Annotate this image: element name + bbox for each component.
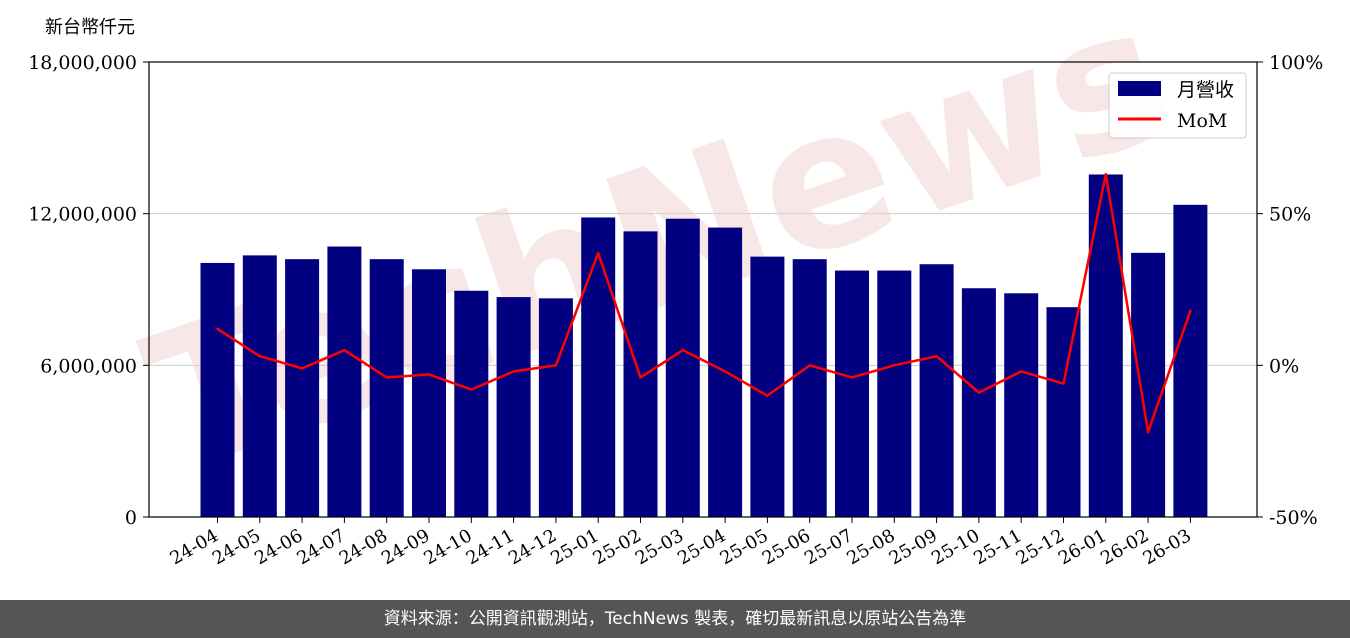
revenue-bar: [581, 217, 616, 518]
mom-point: [850, 376, 854, 379]
right-axis: -50% 0% 50% 100%: [1257, 52, 1323, 529]
revenue-bar: [242, 255, 277, 517]
mom-point: [935, 355, 938, 358]
mom-point: [470, 388, 473, 391]
revenue-bar: [369, 259, 404, 517]
mom-point: [1062, 382, 1065, 385]
revenue-bar: [961, 288, 996, 517]
revenue-chart: TechNews 06,000,00012,000,00018,000,000 …: [28, 0, 1323, 569]
mom-point: [1146, 430, 1150, 434]
revenue-bar: [835, 270, 869, 517]
revenue-bar: [919, 264, 954, 517]
mom-point: [385, 376, 388, 379]
source-text: 資料來源：公開資訊觀測站，TechNews 製表，確切最新訊息以原站公告為準: [383, 609, 967, 629]
mom-point: [258, 355, 261, 358]
mom-point: [808, 364, 811, 367]
legend-bar-label: 月營收: [1177, 79, 1234, 101]
left-axis: 0 6,000,000 12,000,000 18,000,000: [28, 52, 149, 529]
mom-point: [977, 391, 981, 394]
revenue-bar: [1173, 204, 1208, 517]
mom-line: [216, 172, 1192, 434]
mom-point: [1189, 309, 1192, 312]
revenue-bar: [1004, 293, 1039, 517]
left-tick-label: 12,000,000: [28, 204, 137, 226]
legend: 月營收 MoM: [1108, 72, 1247, 139]
revenue-bar: [1131, 252, 1166, 517]
revenue-bar: [285, 259, 320, 517]
mom-point: [554, 364, 558, 367]
revenue-bar: [496, 297, 531, 517]
revenue-bar: [1088, 174, 1123, 517]
mom-point: [723, 370, 727, 373]
legend-bar-swatch: [1118, 81, 1161, 96]
plot-area-frame: [148, 61, 1258, 518]
mom-point: [343, 348, 346, 352]
revenue-bar: [1046, 307, 1081, 517]
mom-point: [766, 394, 769, 397]
mom-point: [639, 376, 642, 379]
legend-line-label: MoM: [1177, 110, 1227, 132]
mom-point: [893, 364, 896, 367]
left-tick-label: 0: [125, 507, 137, 529]
revenue-bar: [665, 218, 700, 517]
right-tick-label: 0%: [1269, 355, 1299, 377]
mom-point: [512, 370, 515, 373]
mom-point: [1020, 370, 1023, 373]
left-tick-label: 6,000,000: [40, 355, 137, 377]
mom-line-series: [216, 172, 1192, 434]
revenue-bar: [454, 290, 489, 517]
x-axis: 24-0424-0524-0624-0724-0824-0924-1024-11…: [167, 517, 1195, 569]
mom-point: [216, 327, 219, 331]
mom-point: [681, 348, 684, 352]
mom-point: [1104, 173, 1108, 176]
mom-point: [597, 251, 600, 255]
revenue-bar: [792, 259, 827, 517]
source-footer: 資料來源：公開資訊觀測站，TechNews 製表，確切最新訊息以原站公告為準: [0, 600, 1350, 638]
revenue-bar: [200, 262, 235, 517]
revenue-bar: [327, 246, 362, 517]
mom-point: [427, 373, 431, 376]
revenue-bar: [877, 270, 912, 517]
left-tick-label: 18,000,000: [28, 52, 137, 74]
y-axis-unit-label: 新台幣仟元: [45, 17, 135, 38]
right-tick-label: 100%: [1269, 52, 1323, 74]
x-tick-label: 26-03: [1139, 525, 1194, 569]
right-tick-label: 50%: [1269, 204, 1311, 226]
mom-point: [300, 367, 304, 370]
revenue-bar: [412, 269, 446, 517]
right-tick-label: -50%: [1269, 507, 1318, 529]
bar-series: [200, 174, 1208, 518]
